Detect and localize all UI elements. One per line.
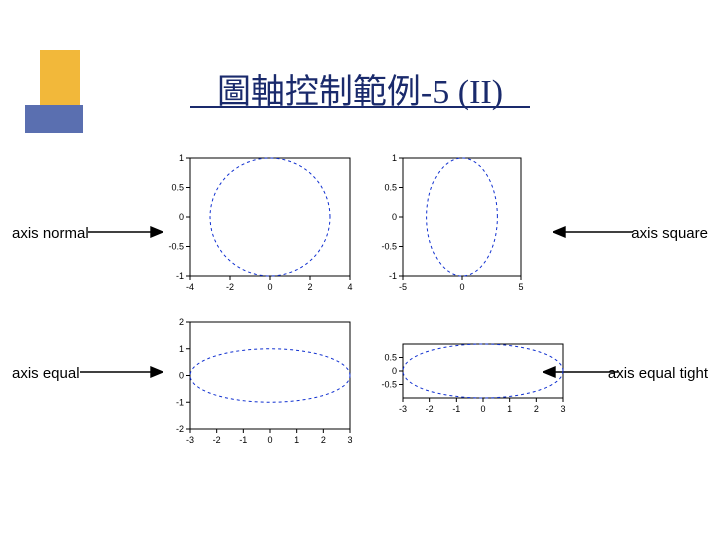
plot-axis-equal-tight: -3 -2 -1 0 1 2 3 -0.5 0 0.5 [373, 338, 570, 430]
label-axis-normal: axis normal [12, 225, 89, 242]
svg-text:-0.5: -0.5 [168, 242, 184, 252]
title-underline [190, 106, 530, 108]
svg-text:-2: -2 [176, 424, 184, 434]
svg-text:-1: -1 [176, 397, 184, 407]
svg-text:-1: -1 [176, 271, 184, 281]
arrow-normal [88, 225, 163, 239]
svg-text:-3: -3 [186, 435, 194, 445]
svg-text:-2: -2 [213, 435, 221, 445]
svg-text:2: 2 [307, 282, 312, 292]
svg-text:5: 5 [518, 282, 523, 292]
arrow-square [553, 225, 633, 239]
svg-text:-0.5: -0.5 [381, 380, 397, 390]
plot-axis-square: -5 0 5 -1 -0.5 0 0.5 1 [373, 152, 548, 302]
svg-text:-5: -5 [399, 282, 407, 292]
arrow-equal [80, 365, 163, 379]
svg-text:-1: -1 [452, 404, 460, 414]
svg-text:0: 0 [459, 282, 464, 292]
svg-text:1: 1 [294, 435, 299, 445]
plot-axis-equal: -3-2-10123-2-1012 [160, 316, 360, 456]
svg-text:1: 1 [392, 153, 397, 163]
svg-text:0.5: 0.5 [384, 353, 397, 363]
svg-text:0: 0 [392, 212, 397, 222]
svg-text:0: 0 [267, 435, 272, 445]
label-axis-equal-tight: axis equal tight [608, 365, 708, 382]
svg-text:3: 3 [560, 404, 565, 414]
svg-text:1: 1 [179, 344, 184, 354]
svg-text:0: 0 [179, 212, 184, 222]
svg-text:0: 0 [267, 282, 272, 292]
svg-text:-1: -1 [239, 435, 247, 445]
label-axis-square: axis square [631, 225, 708, 242]
svg-text:2: 2 [534, 404, 539, 414]
svg-text:-2: -2 [426, 404, 434, 414]
label-axis-equal: axis equal [12, 365, 80, 382]
svg-text:-0.5: -0.5 [381, 242, 397, 252]
plot-axis-normal: -4 -2 0 2 4 -1 -0.5 0 0.5 1 [160, 152, 360, 302]
svg-text:4: 4 [347, 282, 352, 292]
svg-text:-4: -4 [186, 282, 194, 292]
svg-text:0: 0 [480, 404, 485, 414]
accent-blue [25, 105, 83, 133]
svg-text:1: 1 [507, 404, 512, 414]
svg-text:3: 3 [347, 435, 352, 445]
svg-text:-2: -2 [226, 282, 234, 292]
svg-text:1: 1 [179, 153, 184, 163]
accent-orange [40, 50, 80, 105]
svg-text:-3: -3 [399, 404, 407, 414]
svg-text:-1: -1 [389, 271, 397, 281]
svg-text:0: 0 [179, 371, 184, 381]
svg-text:0.5: 0.5 [171, 183, 184, 193]
svg-text:2: 2 [179, 317, 184, 327]
svg-text:0.5: 0.5 [384, 183, 397, 193]
svg-text:0: 0 [392, 366, 397, 376]
svg-text:2: 2 [321, 435, 326, 445]
